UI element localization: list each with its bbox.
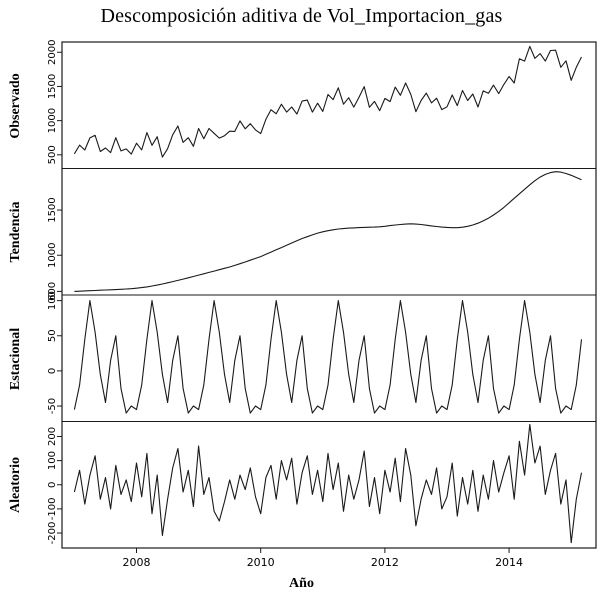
y-tick-label: 100 [47,291,58,310]
y-tick-label: 1500 [47,197,58,222]
y-tick-label: 1000 [47,108,58,133]
y-tick-label: -200 [47,522,58,545]
panel-label-aleatorio: Aleatorio [8,457,23,513]
y-tick-label: 0 [47,368,58,374]
panel-label-estacional: Estacional [8,327,23,391]
plot-area: 50010001500200060010001500-50050100-200-… [47,40,597,569]
x-tick-label: 2010 [247,556,275,569]
x-axis-title: Año [289,576,314,591]
panel-label-observado: Observado [8,73,23,139]
y-tick-label: -50 [47,398,58,414]
series-observed [73,45,582,158]
panel-label-tendencia: Tendencia [8,201,23,263]
y-tick-label: 200 [47,427,58,446]
series-random [73,423,583,544]
y-tick-label: 50 [47,329,58,342]
y-tick-label: -100 [47,498,58,521]
y-tick-label: 1500 [47,74,58,99]
y-tick-label: 100 [47,451,58,470]
y-tick-label: 2000 [47,40,58,65]
chart-title: Descomposición aditiva de Vol_Importacio… [100,5,503,27]
y-tick-label: 0 [47,482,58,488]
y-tick-label: 500 [47,145,58,164]
x-tick-label: 2012 [371,556,399,569]
x-tick-label: 2014 [495,556,523,569]
series-trend [74,171,582,292]
plot-border [61,41,597,549]
y-tick-label: 1000 [47,243,58,268]
x-tick-label: 2008 [123,556,151,569]
y-tick-label: 600 [47,282,58,301]
series-seasonal [73,300,583,414]
